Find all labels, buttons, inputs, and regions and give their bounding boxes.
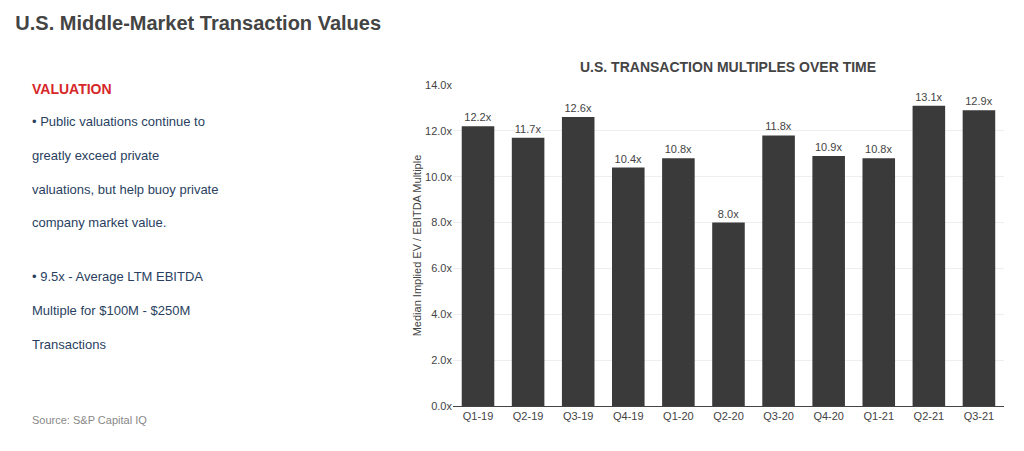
svg-text:Q2-21: Q2-21 [914,410,945,422]
svg-text:12.0x: 12.0x [425,125,452,137]
svg-text:12.2x: 12.2x [464,111,491,123]
svg-text:10.4x: 10.4x [615,153,642,165]
svg-text:Source: S&P Capital IQ: Source: S&P Capital IQ [32,414,147,426]
svg-text:0.0x: 0.0x [431,400,452,412]
svg-text:12.6x: 12.6x [564,102,591,114]
svg-text:Q3-20: Q3-20 [763,410,794,422]
svg-text:4.0x: 4.0x [431,308,452,320]
svg-text:14.0x: 14.0x [425,79,452,91]
svg-text:Q4-20: Q4-20 [813,410,844,422]
svg-text:Multiple for $100M - $250M: Multiple for $100M - $250M [32,303,190,318]
svg-text:Q3-21: Q3-21 [964,410,995,422]
svg-text:U.S. TRANSACTION MULTIPLES OVE: U.S. TRANSACTION MULTIPLES OVER TIME [580,59,876,75]
svg-text:8.0x: 8.0x [718,208,739,220]
svg-text:Q3-19: Q3-19 [563,410,594,422]
svg-text:Q4-19: Q4-19 [613,410,644,422]
svg-text:13.1x: 13.1x [915,91,942,103]
svg-text:VALUATION: VALUATION [32,81,112,97]
svg-text:2.0x: 2.0x [431,354,452,366]
svg-text:10.9x: 10.9x [815,141,842,153]
svg-text:Q2-20: Q2-20 [713,410,744,422]
svg-text:8.0x: 8.0x [431,216,452,228]
svg-text:Q2-19: Q2-19 [513,410,544,422]
svg-text:Q1-20: Q1-20 [663,410,694,422]
svg-text:Q1-21: Q1-21 [863,410,894,422]
svg-text:Median Implied EV / EBITDA Mul: Median Implied EV / EBITDA Multiple [411,155,423,337]
svg-text:10.8x: 10.8x [665,143,692,155]
svg-text:10.0x: 10.0x [425,171,452,183]
svg-text:6.0x: 6.0x [431,262,452,274]
svg-text:• 9.5x - Average LTM EBITDA: • 9.5x - Average LTM EBITDA [32,269,203,284]
svg-text:company market value.: company market value. [32,215,166,230]
svg-text:U.S. Middle-Market Transaction: U.S. Middle-Market Transaction Values [15,12,381,34]
svg-text:valuations, but help buoy priv: valuations, but help buoy private [32,182,218,197]
svg-text:Q1-19: Q1-19 [463,410,494,422]
svg-text:12.9x: 12.9x [965,95,992,107]
svg-text:11.7x: 11.7x [515,123,542,135]
svg-text:11.8x: 11.8x [765,120,792,132]
svg-text:greatly exceed private: greatly exceed private [32,148,159,163]
svg-text:• Public valuations continue t: • Public valuations continue to [32,114,205,129]
svg-text:Transactions: Transactions [32,337,106,352]
svg-text:10.8x: 10.8x [865,143,892,155]
